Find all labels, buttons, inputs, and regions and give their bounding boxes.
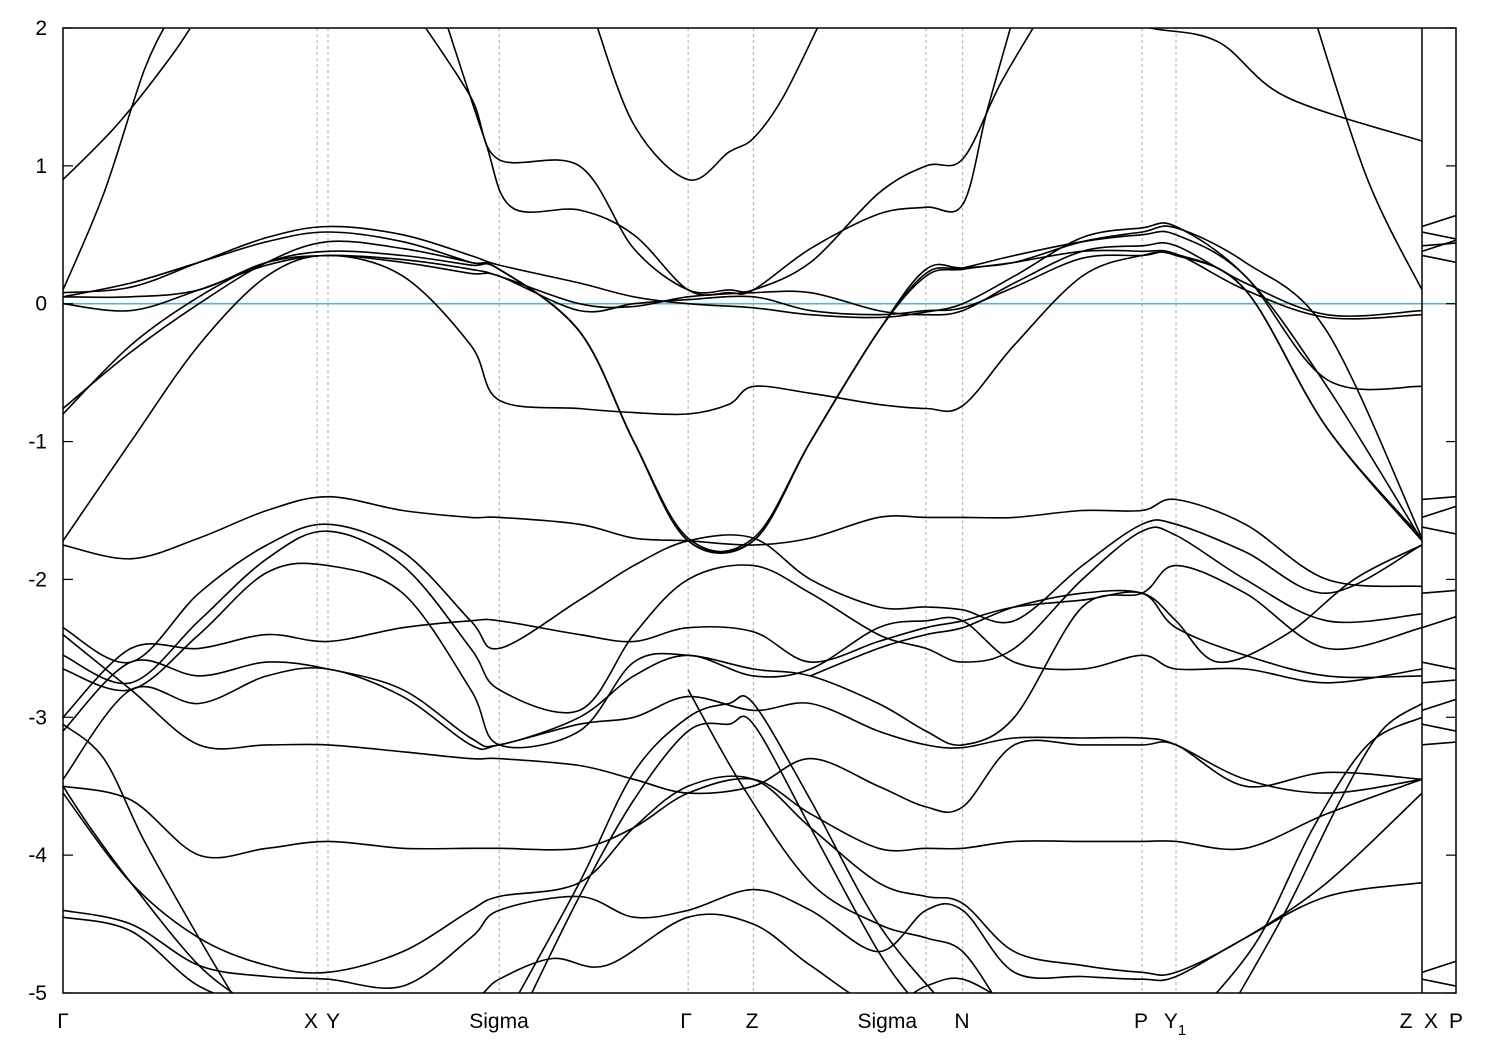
xtick-label-1: X: [304, 1010, 318, 1033]
xtick-label-8: P: [1134, 1010, 1148, 1033]
band-14: [63, 495, 1422, 588]
side-band-5: [1422, 495, 1456, 501]
band-3: [63, 225, 1422, 554]
xtick-label-3: Sigma: [469, 1010, 529, 1033]
side-band-9: [1422, 615, 1456, 629]
x-axis: Γ X Y Sigma Γ Z Sigma N P Y1 Z X P: [57, 1010, 1463, 1039]
band-31: [1238, 702, 1422, 993]
xtick-label-0: Γ: [57, 1010, 69, 1033]
side-panel-bands: [1422, 214, 1456, 987]
ytick-label-6: -4: [28, 844, 47, 867]
band-5: [63, 242, 1422, 317]
band-24: [63, 881, 1422, 989]
xtick-subscript-9: 1: [1178, 1022, 1186, 1039]
ytick-label-7: -5: [28, 982, 47, 1005]
band-7: [63, 28, 192, 181]
side-band-4: [1422, 254, 1456, 264]
ytick-label-5: -3: [28, 706, 47, 729]
grid-layer: [316, 28, 1177, 993]
band-13: [1316, 28, 1422, 291]
ytick-label-0: 2: [35, 17, 47, 40]
band-10: [447, 28, 1012, 296]
side-band-16: [1422, 978, 1456, 987]
band-0: [63, 251, 1422, 542]
side-band-0: [1422, 214, 1456, 228]
xtick-label-5: Z: [746, 1010, 759, 1033]
band-11: [596, 28, 819, 181]
band-18: [63, 591, 1422, 718]
band-25: [63, 913, 994, 993]
side-band-8: [1422, 589, 1456, 595]
band-9: [424, 28, 1035, 294]
side-band-14: [1422, 741, 1456, 746]
xtick-label-10: Z: [1400, 1010, 1413, 1033]
band-33: [63, 723, 233, 993]
xtick-label-12: P: [1449, 1010, 1463, 1033]
band-19: [63, 616, 1422, 748]
xtick-label-2: Y: [326, 1010, 340, 1033]
xtick-label-4: Γ: [680, 1010, 692, 1033]
ytick-label-3: -1: [28, 431, 47, 454]
plot-frame: [62, 27, 1457, 994]
band-16: [63, 526, 1422, 714]
band-6: [63, 250, 1422, 320]
band-21: [63, 633, 1422, 814]
xtick-label-6: Sigma: [857, 1010, 917, 1033]
band-17: [63, 562, 1422, 749]
y-axis: 2 1 0 -1 -2 -3 -4 -5: [28, 17, 1456, 1005]
band-32: [63, 785, 235, 993]
side-band-6: [1422, 505, 1456, 519]
band-15: [63, 519, 1422, 664]
bands-layer: [63, 28, 1422, 993]
xtick-label-11: X: [1424, 1010, 1438, 1033]
side-band-3: [1422, 239, 1456, 253]
ytick-label-1: 1: [35, 155, 47, 178]
band-28: [518, 695, 936, 993]
xtick-label-7: N: [954, 1010, 969, 1033]
band-26: [687, 689, 993, 993]
side-band-15: [1422, 960, 1456, 974]
band-8: [63, 28, 165, 291]
side-band-10: [1422, 661, 1456, 670]
side-band-12: [1422, 698, 1456, 712]
band-27: [530, 715, 909, 993]
ytick-label-2: 0: [35, 293, 47, 316]
band-20: [63, 667, 1422, 794]
band-23: [63, 775, 1422, 976]
band-29: [810, 544, 1422, 677]
side-band-11: [1422, 679, 1456, 684]
ytick-label-4: -2: [28, 568, 47, 591]
side-band-7: [1422, 526, 1456, 535]
side-band-2: [1422, 242, 1456, 247]
side-band-1: [1422, 231, 1456, 240]
band-4: [63, 222, 1422, 391]
side-band-13: [1422, 723, 1456, 732]
